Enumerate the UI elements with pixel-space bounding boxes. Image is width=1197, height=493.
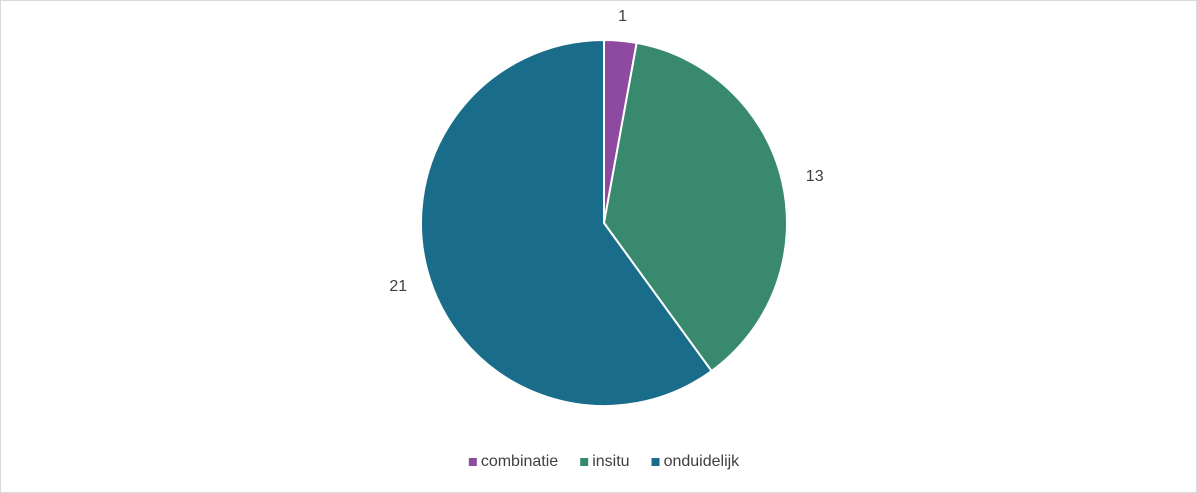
data-label: 1 (618, 8, 627, 25)
data-label: 13 (806, 168, 824, 185)
legend-marker (580, 458, 589, 466)
legend-label: insitu (592, 453, 629, 470)
pie-slice (420, 38, 713, 407)
data-label: 21 (389, 278, 407, 295)
legend-marker (468, 458, 477, 466)
legend-label: combinatie (481, 453, 558, 470)
legend-label: onduidelijk (664, 453, 741, 470)
pie-slice (602, 41, 788, 373)
legend-marker (651, 458, 660, 466)
